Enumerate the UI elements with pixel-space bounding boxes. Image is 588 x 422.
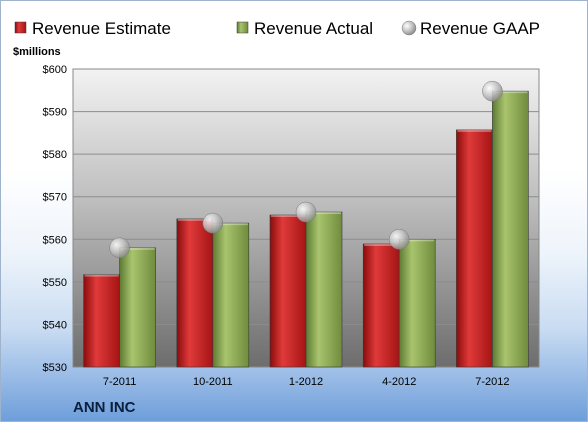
bar-highlight xyxy=(213,223,248,226)
company-name: ANN INC xyxy=(73,399,136,416)
legend-label: Revenue GAAP xyxy=(420,19,540,38)
legend-label: Revenue Estimate xyxy=(32,19,171,38)
x-tick-label: 7-2012 xyxy=(475,376,509,388)
bar-highlight xyxy=(120,247,155,250)
y-axis-label: $millions xyxy=(13,46,61,58)
bars xyxy=(83,90,529,368)
y-tick-label: $590 xyxy=(43,107,67,119)
y-tick-label: $550 xyxy=(43,277,67,289)
legend-swatch xyxy=(401,20,417,36)
y-tick-label: $580 xyxy=(43,149,67,161)
bar-revenue-actual xyxy=(119,247,156,368)
marker-revenue-gaap xyxy=(388,229,410,250)
bar-revenue-estimate xyxy=(456,129,493,368)
bar-highlight xyxy=(271,215,305,218)
bar-highlight xyxy=(307,212,341,215)
marker-revenue-gaap xyxy=(202,212,224,234)
x-tick-label: 4-2012 xyxy=(382,376,416,388)
x-tick-label: 1-2012 xyxy=(289,376,323,388)
bar-revenue-estimate xyxy=(83,274,120,368)
marker-revenue-gaap xyxy=(482,80,503,102)
x-axis-ticks: 7-2011 10-2011 1-2012 4-2012 7-2012 xyxy=(103,376,510,388)
bar-revenue-actual xyxy=(212,222,250,368)
y-tick-label: $560 xyxy=(43,234,67,246)
y-axis-ticks: $530 $540 $550 $560 $570 $580 $590 $600 xyxy=(43,64,67,374)
legend-swatch xyxy=(236,21,249,34)
x-tick-label: 7-2011 xyxy=(103,376,136,388)
bar-highlight xyxy=(84,274,119,277)
bar-highlight xyxy=(400,239,435,242)
bar-revenue-estimate xyxy=(362,243,400,368)
bar-revenue-actual xyxy=(492,90,529,368)
bar-highlight xyxy=(457,129,492,132)
marker-revenue-gaap xyxy=(109,237,130,259)
bar-revenue-actual xyxy=(398,238,436,368)
bar-revenue-estimate xyxy=(176,218,214,368)
marker-revenue-gaap xyxy=(295,201,317,223)
y-tick-label: $540 xyxy=(43,319,67,331)
bar-highlight xyxy=(493,91,528,94)
legend: Revenue Estimate Revenue Actual Revenue GA… xyxy=(14,19,540,38)
x-tick-label: 10-2011 xyxy=(193,376,233,388)
bar-revenue-estimate xyxy=(269,214,307,368)
y-tick-label: $600 xyxy=(43,64,67,76)
bar-highlight xyxy=(364,243,399,246)
legend-label: Revenue Actual xyxy=(254,19,373,38)
y-tick-label: $570 xyxy=(43,192,67,204)
bar-highlight xyxy=(177,218,212,221)
legend-swatch xyxy=(14,21,27,34)
bar-revenue-actual xyxy=(305,211,343,368)
y-tick-label: $530 xyxy=(43,362,67,374)
gaap-markers xyxy=(109,80,503,259)
